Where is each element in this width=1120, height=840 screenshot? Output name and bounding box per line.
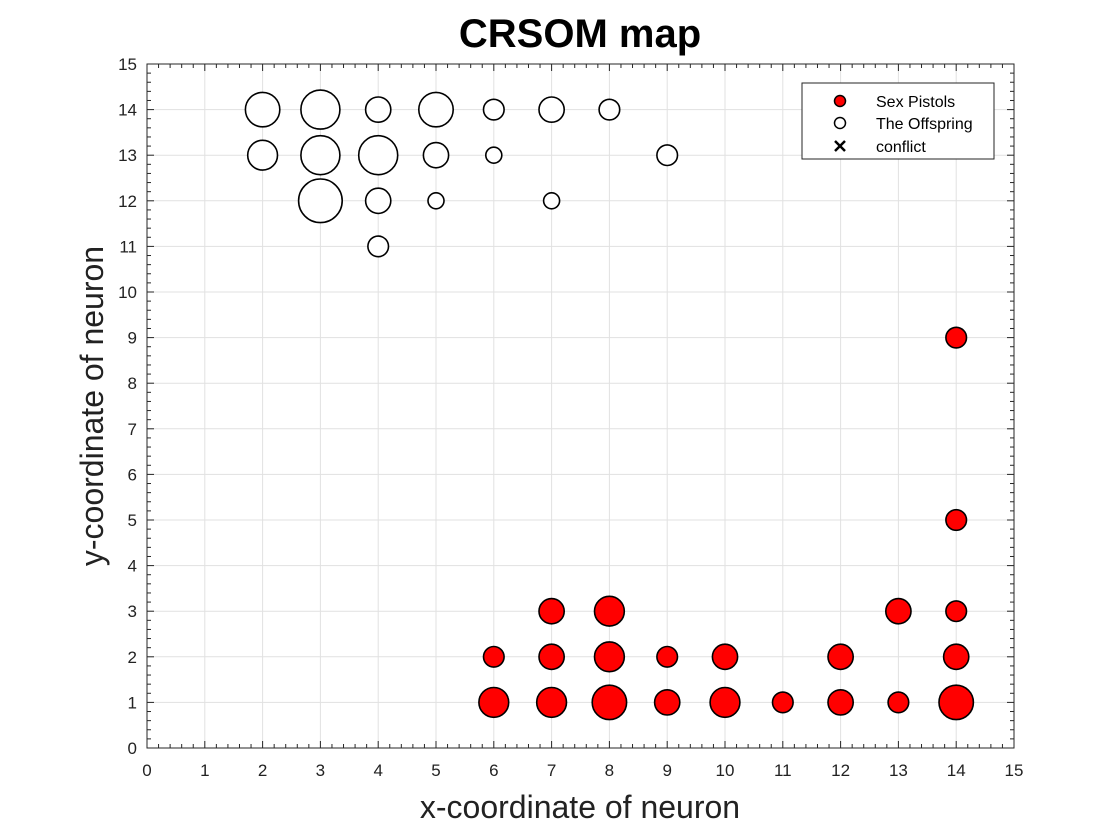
x-tick-label: 8 — [605, 761, 614, 780]
y-tick-label: 2 — [128, 648, 137, 667]
data-point-sex-pistols — [887, 691, 910, 714]
data-points — [244, 89, 975, 721]
legend-marker-conflict — [834, 140, 846, 152]
legend-box — [801, 82, 995, 160]
data-point-sex-pistols — [593, 641, 626, 673]
x-tick-label: 0 — [142, 761, 151, 780]
data-point-sex-pistols — [593, 595, 626, 627]
data-point-the-offspring — [422, 141, 450, 169]
x-tick-label: 1 — [200, 761, 209, 780]
x-axis-label: x-coordinate of neuron — [420, 789, 740, 825]
legend-label-conflict: conflict — [876, 139, 926, 156]
x-tick-labels: 0 1 2 3 4 5 6 7 8 9 10 11 12 13 14 15 — [142, 761, 1023, 780]
x-tick-label: 4 — [373, 761, 382, 780]
y-tick-label: 8 — [128, 374, 137, 393]
data-point-the-offspring — [300, 89, 341, 130]
data-point-the-offspring — [598, 98, 621, 121]
chart-title: CRSOM map — [459, 12, 701, 56]
data-point-sex-pistols — [478, 686, 510, 719]
y-tick-label: 6 — [128, 465, 137, 484]
y-tick-label: 0 — [128, 739, 137, 758]
data-point-sex-pistols — [538, 643, 566, 671]
data-point-the-offspring — [300, 134, 341, 176]
data-point-sex-pistols — [711, 643, 739, 671]
y-tick-label: 7 — [128, 420, 137, 439]
data-point-sex-pistols — [656, 645, 679, 668]
y-tick-label: 15 — [118, 55, 137, 74]
data-point-the-offspring — [482, 98, 505, 121]
data-point-the-offspring — [297, 178, 344, 224]
y-tick-label: 11 — [119, 237, 137, 256]
legend-marker-the-offspring — [833, 116, 847, 130]
y-tick-label: 1 — [128, 693, 137, 712]
data-point-sex-pistols — [827, 689, 855, 716]
x-tick-label: 12 — [831, 761, 850, 780]
data-point-sex-pistols — [945, 600, 968, 623]
data-point-the-offspring — [364, 96, 392, 124]
data-point-the-offspring — [364, 187, 392, 215]
data-point-the-offspring — [538, 96, 566, 124]
x-tick-label: 5 — [431, 761, 440, 780]
grid — [146, 63, 1015, 749]
data-point-the-offspring — [484, 146, 503, 164]
x-tick-label: 15 — [1005, 761, 1024, 780]
data-point-sex-pistols — [827, 643, 855, 671]
x-tick-label: 10 — [716, 761, 735, 780]
data-point-sex-pistols — [538, 597, 566, 625]
x-tick-label: 11 — [774, 761, 792, 780]
plot-frame — [146, 63, 1015, 749]
legend-label-sex-pistols: Sex Pistols — [876, 94, 955, 111]
data-point-the-offspring — [656, 144, 679, 167]
x-tick-label: 14 — [947, 761, 966, 780]
y-tick-label: 3 — [128, 602, 137, 621]
x-tick-label: 6 — [489, 761, 498, 780]
x-tick-label: 7 — [547, 761, 556, 780]
data-point-sex-pistols — [945, 508, 968, 532]
x-tick-label: 9 — [662, 761, 671, 780]
legend-marker-sex-pistols — [833, 94, 847, 108]
data-point-sex-pistols — [709, 686, 741, 719]
data-point-sex-pistols — [885, 597, 912, 625]
x-tick-label: 13 — [889, 761, 908, 780]
data-point-the-offspring — [417, 91, 454, 128]
y-tick-label: 9 — [128, 329, 137, 348]
y-axis-label: y-coordinate of neuron — [74, 246, 110, 566]
data-point-the-offspring — [244, 91, 281, 128]
x-tick-label: 2 — [258, 761, 267, 780]
data-point-the-offspring — [427, 192, 445, 210]
y-tick-label: 4 — [128, 557, 137, 576]
y-tick-label: 14 — [118, 101, 137, 120]
legend: Sex Pistols The Offspring conflict — [801, 82, 995, 160]
data-point-the-offspring — [367, 235, 390, 258]
y-tick-label: 13 — [118, 146, 137, 165]
data-point-sex-pistols — [771, 691, 794, 714]
data-point-sex-pistols — [938, 684, 975, 721]
legend-label-the-offspring: The Offspring — [876, 116, 973, 133]
data-point-sex-pistols — [482, 645, 505, 668]
y-tick-label: 12 — [118, 192, 137, 211]
data-point-the-offspring — [246, 139, 279, 171]
y-tick-label: 5 — [128, 511, 137, 530]
data-point-sex-pistols — [535, 686, 568, 719]
data-point-sex-pistols — [942, 643, 970, 671]
data-point-the-offspring — [357, 134, 399, 176]
axis-ticks — [146, 63, 1015, 749]
x-tick-label: 3 — [316, 761, 325, 780]
y-tick-label: 10 — [118, 283, 137, 302]
data-point-the-offspring — [542, 192, 561, 210]
data-point-sex-pistols — [653, 689, 681, 716]
data-point-sex-pistols — [945, 326, 968, 349]
data-point-sex-pistols — [591, 684, 628, 721]
